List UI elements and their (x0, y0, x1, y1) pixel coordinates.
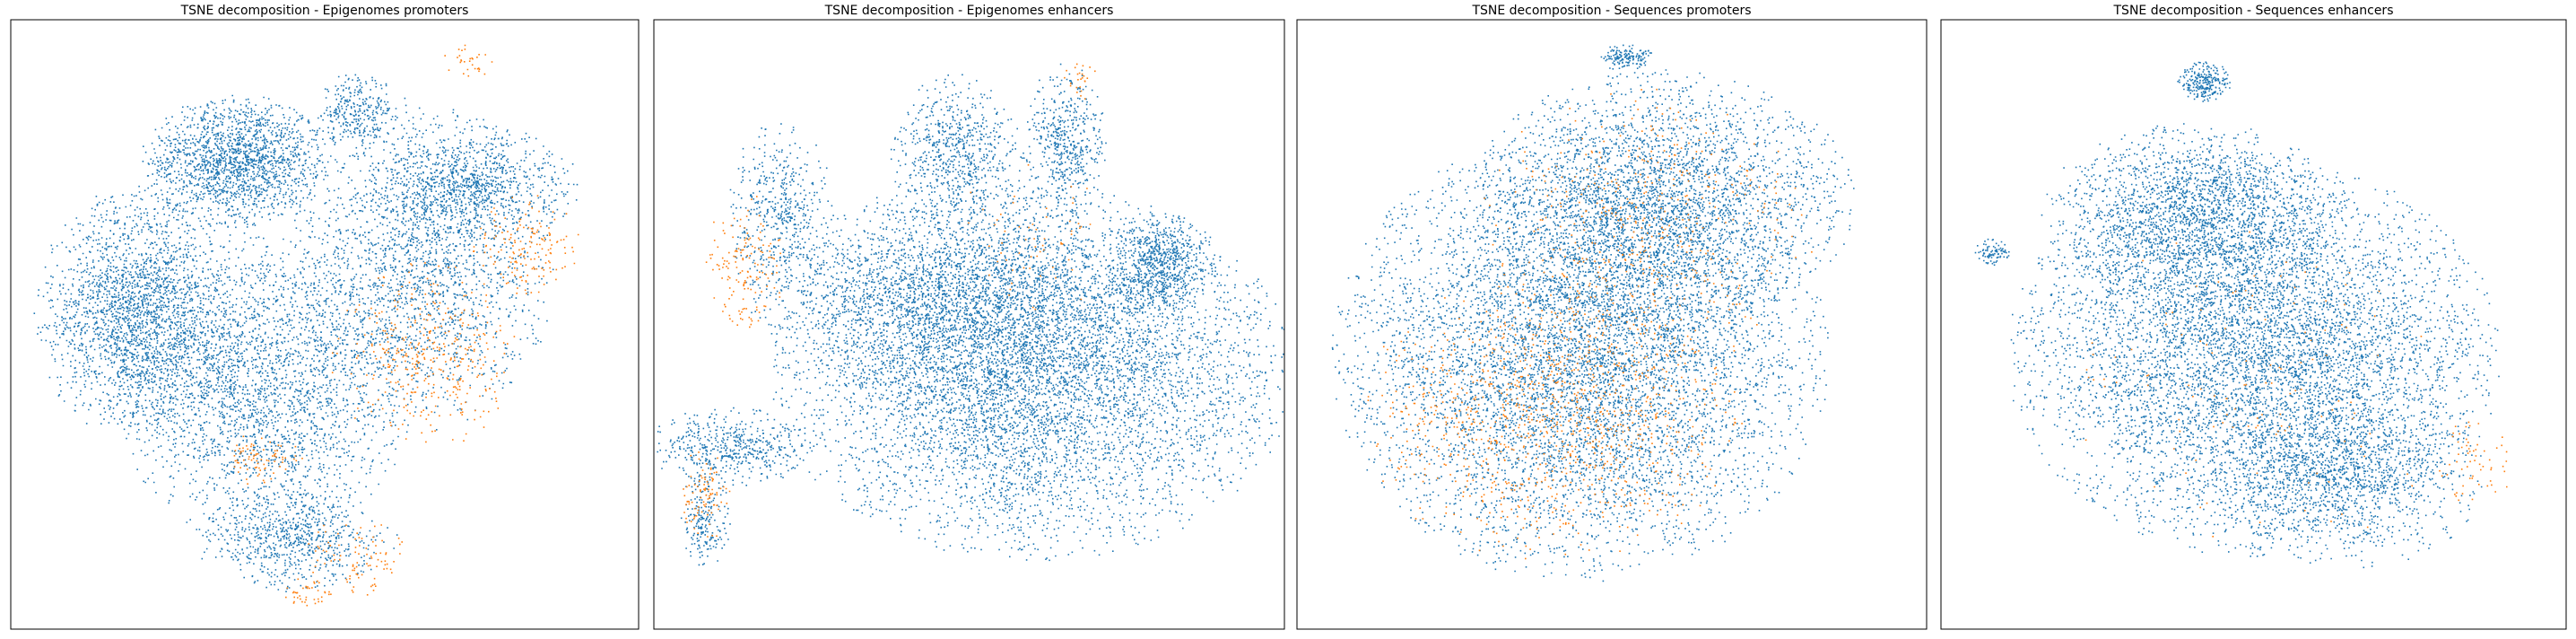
axes-frame (10, 19, 640, 630)
scatter-point-cloud (1367, 88, 1813, 560)
panel-title: TSNE decomposition - Sequences enhancers (2113, 4, 2394, 18)
tsne-panel-1: TSNE decomposition - Epigenomes promoter… (10, 4, 640, 630)
scatter-points (33, 44, 579, 607)
panel-title: TSNE decomposition - Epigenomes promoter… (180, 4, 469, 18)
panel-title: TSNE decomposition - Sequences promoters (1471, 4, 1751, 18)
axes-frame (1940, 19, 2567, 630)
scatter-point-cloud (33, 74, 579, 593)
scatter-point-cloud (1331, 44, 1855, 582)
axes-frame (1296, 19, 1928, 630)
scatter-point-cloud (1974, 61, 2500, 569)
tsne-panel-3: TSNE decomposition - Sequences promoters (1296, 4, 1928, 630)
scatter-points (654, 63, 1284, 566)
scatter-points (1331, 44, 1855, 582)
tsne-panel-4: TSNE decomposition - Sequences enhancers (1940, 4, 2567, 630)
scatter-points (1974, 61, 2508, 569)
series-blue-points (1974, 61, 2500, 569)
series-blue-points (33, 74, 579, 593)
series-orange-points (683, 63, 1096, 538)
scatter-point-cloud (654, 63, 1284, 566)
scatter-point-cloud (683, 63, 1096, 538)
axes-frame (653, 19, 1285, 630)
series-blue-points (1331, 44, 1855, 582)
tsne-panel-2: TSNE decomposition - Epigenomes enhancer… (653, 4, 1285, 630)
series-blue-points (654, 63, 1284, 566)
panel-title: TSNE decomposition - Epigenomes enhancer… (824, 4, 1114, 18)
series-orange-points (1367, 88, 1813, 560)
